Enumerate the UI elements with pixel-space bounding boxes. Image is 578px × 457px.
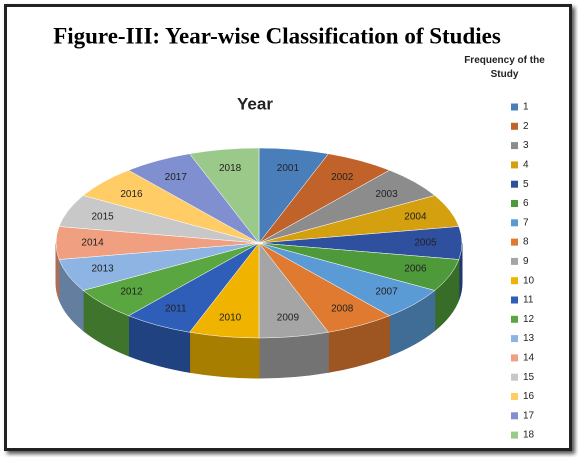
slice-label: 2005 [414,238,437,249]
legend-label: 16 [523,391,535,402]
legend-swatch [511,431,518,439]
legend-swatch [511,412,518,420]
legend-swatch [511,180,518,188]
chart-title: Year [237,94,273,113]
legend-swatch [511,142,518,150]
legend-swatch [511,393,518,400]
legend-label: 3 [523,140,529,151]
legend-label: 9 [523,256,529,267]
slice-label: 2018 [219,163,242,174]
legend-swatch [511,296,518,304]
slice-label: 2013 [91,264,114,275]
slice-side [189,331,260,379]
legend-swatch [511,200,518,207]
slice-label: 2017 [165,172,188,183]
legend-title-box: Frequency of the Study [464,55,545,80]
legend-label: 14 [523,353,535,364]
legend-label: 17 [523,410,535,421]
legend-swatch [511,315,518,323]
legend-swatch [511,238,518,246]
legend-label: 2 [523,121,529,132]
legend-label: 13 [523,333,535,344]
slice-label: 2009 [277,312,300,323]
slice-label: 2002 [331,172,354,183]
slice-label: 2008 [331,303,354,314]
frame: Figure-III: Year-wise Classification of … [4,4,572,451]
legend-label: 7 [523,217,529,228]
legend-label: 8 [523,237,529,248]
slice [189,147,260,244]
legend-label: 10 [523,275,535,286]
slice-label: 2004 [404,212,427,223]
legend-swatch [511,219,518,227]
slice-label: 2006 [404,264,427,275]
legend-label: 4 [523,160,529,171]
legend-swatch [511,257,518,265]
legend-swatch [511,373,518,381]
slice-side [258,331,329,379]
legend-title: Frequency of the Study [464,55,545,80]
legend-label: 11 [523,295,534,306]
legend-swatch [511,161,518,169]
slice-label: 2016 [120,189,143,200]
page-title: Figure-III: Year-wise Classification of … [53,23,501,48]
slice-label: 2001 [277,163,300,174]
slice-label: 2014 [81,238,104,249]
slice-label: 2003 [375,189,398,200]
slice-label: 2007 [375,286,398,297]
slice-label: 2012 [120,286,143,297]
legend-swatch [511,335,518,343]
legend-label: 18 [523,430,535,441]
legend-label: 5 [523,179,529,190]
slice-label: 2015 [91,212,114,223]
legend-label: 1 [523,102,529,113]
legend-swatch [511,122,518,130]
legend-label: 6 [523,198,529,209]
slice-label: 2011 [165,303,187,314]
chart: Figure-III: Year-wise Classification of … [53,23,545,441]
legend-label: 15 [523,372,535,383]
legend-swatch [511,103,518,111]
legend-label: 12 [523,314,535,325]
legend-swatch [511,277,518,285]
slice-label: 2010 [219,312,242,323]
legend-swatch [511,354,518,362]
